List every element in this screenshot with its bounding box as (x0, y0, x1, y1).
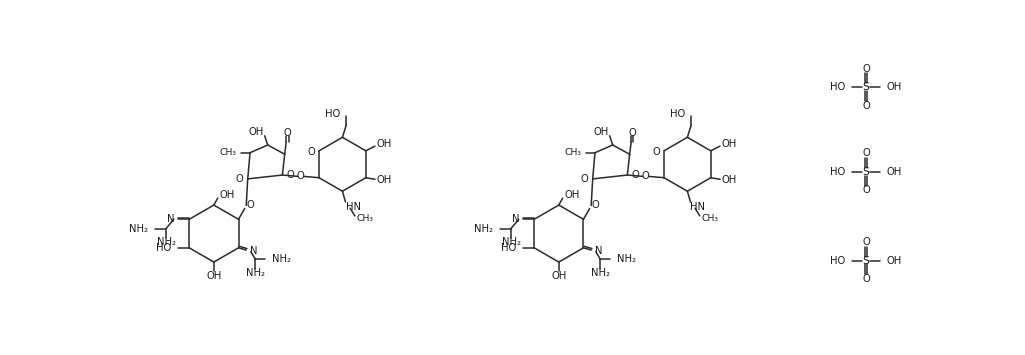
Text: O: O (862, 101, 870, 111)
Text: N: N (167, 214, 174, 224)
Text: NH₂: NH₂ (246, 268, 264, 278)
Text: HO: HO (325, 109, 340, 119)
Text: OH: OH (593, 127, 609, 137)
Text: OH: OH (376, 175, 392, 185)
Text: OH: OH (564, 190, 579, 200)
Text: OH: OH (249, 127, 263, 137)
Text: HO: HO (156, 243, 171, 253)
Text: O: O (246, 201, 254, 211)
Text: HO: HO (501, 243, 517, 253)
Text: OH: OH (206, 271, 221, 281)
Text: O: O (862, 148, 870, 158)
Text: O: O (287, 170, 295, 180)
Text: S: S (863, 256, 869, 266)
Text: CH₃: CH₃ (564, 148, 581, 157)
Text: CH₃: CH₃ (701, 214, 719, 223)
Text: HN: HN (691, 202, 705, 212)
Text: OH: OH (887, 82, 902, 92)
Text: OH: OH (722, 139, 737, 149)
Text: HO: HO (830, 82, 846, 92)
Text: O: O (628, 128, 636, 138)
Text: OH: OH (887, 256, 902, 266)
Text: O: O (862, 64, 870, 74)
Text: S: S (863, 82, 869, 92)
Text: N: N (250, 246, 257, 256)
Text: NH₂: NH₂ (501, 237, 521, 247)
Text: OH: OH (551, 271, 567, 281)
Text: S: S (863, 167, 869, 177)
Text: O: O (297, 171, 304, 181)
Text: O: O (642, 171, 650, 181)
Text: NH₂: NH₂ (129, 224, 149, 234)
Text: O: O (580, 174, 588, 184)
Text: NH₂: NH₂ (591, 268, 610, 278)
Text: NH₂: NH₂ (272, 254, 291, 264)
Text: NH₂: NH₂ (617, 254, 636, 264)
Text: HN: HN (345, 202, 361, 212)
Text: O: O (236, 174, 243, 184)
Text: O: O (862, 274, 870, 284)
Text: CH₃: CH₃ (357, 214, 373, 223)
Text: O: O (591, 201, 599, 211)
Text: O: O (308, 147, 316, 157)
Text: O: O (283, 128, 291, 138)
Text: HO: HO (830, 167, 846, 177)
Text: O: O (862, 237, 870, 247)
Text: O: O (862, 185, 870, 196)
Text: O: O (653, 147, 660, 157)
Text: O: O (632, 170, 640, 180)
Text: CH₃: CH₃ (219, 148, 236, 157)
Text: N: N (596, 246, 603, 256)
Text: OH: OH (376, 139, 392, 149)
Text: N: N (512, 214, 520, 224)
Text: NH₂: NH₂ (157, 237, 175, 247)
Text: OH: OH (887, 167, 902, 177)
Text: OH: OH (722, 175, 737, 185)
Text: HO: HO (830, 256, 846, 266)
Text: NH₂: NH₂ (475, 224, 493, 234)
Text: OH: OH (219, 190, 235, 200)
Text: HO: HO (670, 109, 685, 119)
